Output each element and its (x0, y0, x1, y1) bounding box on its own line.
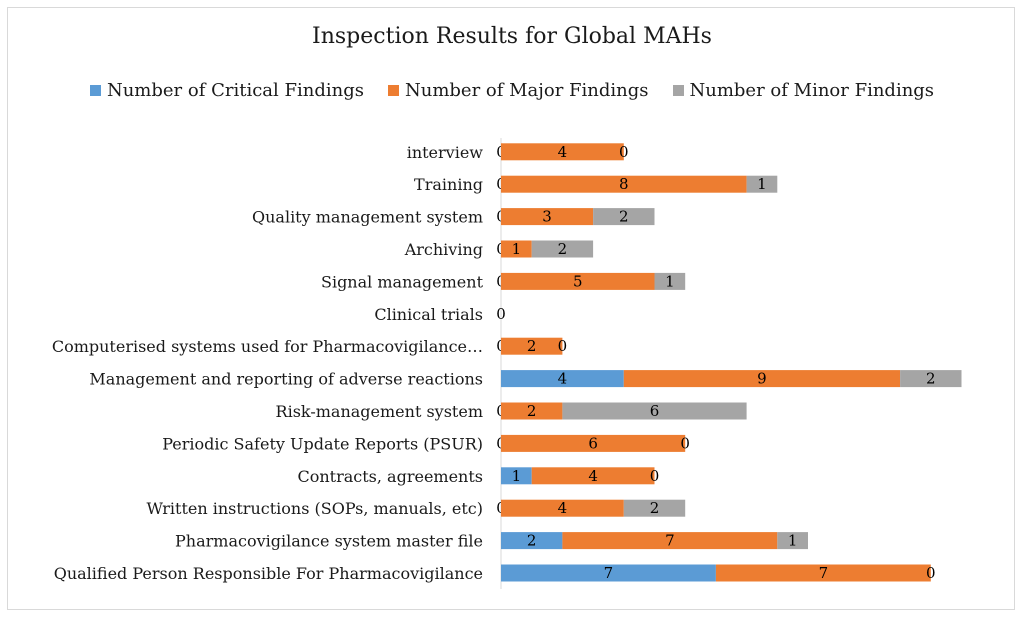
data-label-major: 4 (558, 143, 568, 161)
data-label-major: 9 (757, 370, 767, 388)
category-label: Risk-management system (276, 402, 483, 421)
category-label: Signal management (321, 272, 484, 291)
data-label-critical: 2 (527, 532, 537, 550)
data-label-major: 6 (588, 434, 598, 452)
data-label-major: 3 (542, 208, 552, 226)
bar-minor (531, 240, 594, 258)
data-label-major: 5 (573, 272, 583, 290)
data-label-minor: 0 (558, 337, 568, 355)
data-label-minor: 0 (619, 143, 629, 161)
bar-critical (501, 564, 716, 582)
bar-major (501, 402, 563, 420)
data-label-minor: 1 (757, 175, 767, 193)
data-label-minor: 2 (558, 240, 568, 258)
data-label-major: 7 (819, 564, 829, 582)
data-label-minor: 2 (926, 370, 936, 388)
bar-minor (777, 532, 808, 550)
bar-major (623, 370, 901, 388)
bar-critical (501, 532, 563, 550)
category-label: Contracts, agreements (297, 467, 483, 486)
category-label: Periodic Safety Update Reports (PSUR) (162, 434, 483, 453)
bar-minor (654, 272, 686, 290)
legend-item-major: Number of Major Findings (387, 80, 649, 101)
category-label: interview (407, 143, 484, 162)
category-label: Clinical trials (374, 305, 483, 324)
data-label-minor: 1 (788, 532, 798, 550)
data-label-minor: 0 (650, 467, 660, 485)
data-label-major: 2 (527, 337, 537, 355)
category-label: Pharmacovigilance system master file (175, 532, 483, 551)
data-label-minor: 0 (680, 434, 690, 452)
bar-major (501, 175, 747, 193)
data-label-critical: 0 (496, 305, 506, 323)
category-label: Archiving (404, 240, 483, 259)
data-label-minor: 0 (926, 564, 936, 582)
data-label-critical: 7 (604, 564, 614, 582)
category-label: Quality management system (252, 208, 483, 227)
category-label: Management and reporting of adverse reac… (89, 370, 483, 389)
data-label-minor: 2 (650, 499, 660, 517)
category-label: Written instructions (SOPs, manuals, etc… (147, 499, 483, 518)
legend-item-critical: Number of Critical Findings (89, 80, 364, 101)
data-label-major: 7 (665, 532, 675, 550)
bar-major (715, 564, 931, 582)
bar-major (562, 532, 778, 550)
data-label-major: 1 (512, 240, 522, 258)
data-label-major: 4 (558, 499, 568, 517)
bar-major (501, 337, 563, 355)
chart-title: Inspection Results for Global MAHs (312, 24, 712, 49)
bar-minor (746, 175, 778, 193)
legend-item-minor: Number of Minor Findings (672, 80, 935, 101)
legend-label-major: Number of Major Findings (404, 80, 649, 101)
bar-minor (900, 370, 962, 388)
bar-major (501, 240, 532, 258)
bar-minor (593, 208, 655, 226)
bar-major (501, 272, 655, 290)
bar-major (531, 467, 655, 485)
legend-swatch-critical (89, 85, 101, 96)
legend: Number of Critical Findings Number of Ma… (0, 80, 1024, 101)
legend-swatch-major (387, 85, 399, 96)
bar-major (501, 143, 624, 161)
bar-major (501, 208, 594, 226)
data-label-major: 4 (588, 467, 598, 485)
category-label: Training (414, 175, 483, 194)
data-label-minor: 2 (619, 208, 629, 226)
bar-major (501, 499, 624, 517)
legend-swatch-minor (672, 85, 684, 96)
legend-label-critical: Number of Critical Findings (106, 80, 364, 101)
category-label: Qualified Person Responsible For Pharmac… (54, 564, 483, 583)
data-label-critical: 4 (558, 370, 568, 388)
bar-critical (501, 467, 532, 485)
data-label-minor: 6 (650, 402, 660, 420)
data-label-major: 2 (527, 402, 537, 420)
data-label-major: 8 (619, 175, 629, 193)
legend-label-minor: Number of Minor Findings (689, 80, 935, 101)
bar-minor (562, 402, 747, 420)
bar-major (501, 434, 686, 452)
category-label: Computerised systems used for Pharmacovi… (52, 337, 483, 356)
data-label-critical: 1 (512, 467, 522, 485)
bar-critical (501, 370, 624, 388)
data-label-minor: 1 (665, 272, 675, 290)
bar-minor (623, 499, 686, 517)
